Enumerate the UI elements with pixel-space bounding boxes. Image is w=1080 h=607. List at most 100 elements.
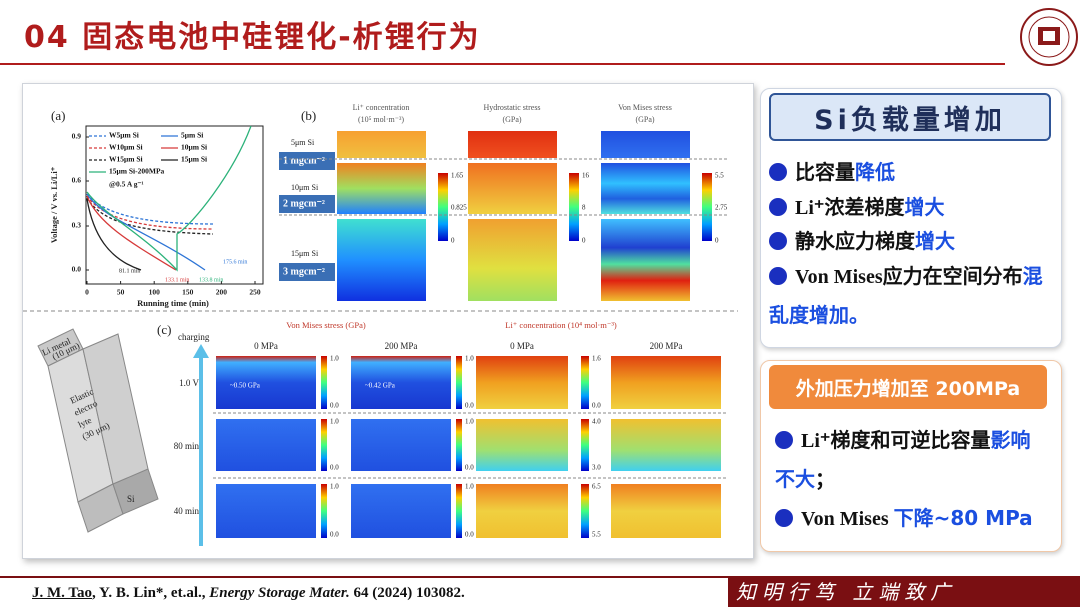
color-bar-label: 0.0 [465,531,474,539]
loading-badge [279,195,335,213]
color-bar [581,356,589,409]
bullet-dot [769,163,787,181]
bullet-item: 静水应力梯度增大 [769,222,1059,260]
bullet-text: 降低 [855,160,895,184]
cell-schematic [37,328,159,533]
column-unit: (GPa) [635,115,654,124]
heat-map [351,484,451,538]
legend-label: W10μm Si [109,143,143,152]
color-bar [321,484,327,538]
color-bar [321,356,327,409]
color-bar-label: 1.6 [592,355,601,363]
annotation: 133.8 min [199,277,223,283]
legend-label: 15μm Si [181,155,207,164]
direction-label: charging [178,332,210,342]
heat-map [468,163,557,214]
header-decor [0,8,1078,66]
color-bar-label: 1.0 [330,483,339,491]
bullet-text: 增大 [904,195,945,219]
y-tick-label: 0.9 [72,132,82,141]
row-thickness: 5μm Si [291,138,315,147]
color-bar [456,484,462,538]
bullet-item: Li⁺浓差梯度增大 [769,188,1059,227]
color-bar-label: 0.825 [451,204,467,212]
row-loading: 2 mgcm⁻² [283,198,325,209]
color-bar-label: 0.0 [330,464,339,472]
color-bar-label: 1.0 [330,418,339,426]
color-bar-label: 1.0 [465,355,474,363]
column-title: Von Mises stress [618,103,672,112]
panel-1-title: Si负载量增加 [769,93,1051,141]
color-bar-label: 1.0 [330,355,339,363]
color-bar-label: 3.0 [592,464,601,472]
x-tick-label: 100 [149,288,161,297]
panel-label: (a) [51,108,65,123]
color-bar-label: 1.0 [465,418,474,426]
color-bar-label: 8 [582,204,586,212]
condition: @0.5 A g⁻¹ [109,180,144,189]
bullet-text: 下降~80 MPa [893,506,1033,530]
group-title: Li⁺ concentration (10⁴ mol·m⁻³) [505,320,617,330]
bullet-dot [775,431,793,449]
bullet-text: Li⁺梯度和可逆比容量 [801,430,991,452]
column-unit: (GPa) [502,115,521,124]
bullet-item: Li⁺梯度和可逆比容量影响不大； [775,421,1045,498]
charging-arrowhead [193,344,209,358]
heat-map [216,484,316,538]
heat-map [468,131,557,158]
color-bar-label: 0.0 [330,531,339,539]
bullet-text: 混乱度增加。 [769,264,1043,327]
pressure-label: 200 MPa [650,341,683,351]
color-bar [438,173,448,241]
column-title: Hydrostatic stress [483,103,540,112]
color-bar [456,419,462,471]
pressure-label: 0 MPa [510,341,534,351]
heat-map [337,131,426,158]
heat-map [476,356,568,409]
color-bar-label: 0.0 [592,402,601,410]
heat-map [351,419,451,471]
citation: J. M. Tao, Y. B. Lin*, et.al., Energy St… [32,585,465,602]
slide-title: 04 固态电池中硅锂化-析锂行为 [24,20,481,55]
y-axis-label: Voltage / V vs. Li/Li⁺ [49,166,59,243]
bullet-text: 比容量 [795,160,855,184]
bullet-item: Von Mises应力在空间分布混乱度增加。 [769,257,1059,334]
legend-label: 10μm Si [181,143,207,152]
annotation: 175.6 min [223,259,247,265]
bullet-text: Von Mises [801,508,894,530]
peak-stress: ~0.42 GPa [365,382,396,390]
color-bar [702,173,712,241]
row-label: 40 min [174,506,200,516]
color-bar [581,484,589,538]
bullet-dot [769,267,787,285]
citation-part: Energy Storage Mater. [209,585,350,601]
heat-map [476,484,568,538]
bullet-item: Von Mises 下降~80 MPa [775,499,1045,538]
legend-label: 15μm Si-200MPa [109,167,165,176]
color-bar-label: 1.0 [465,483,474,491]
color-bar-label: 5.5 [592,531,601,539]
heat-map [601,131,690,158]
color-bar-label: 6.5 [592,483,601,491]
color-bar-label: 0 [582,237,586,245]
curves [86,125,252,272]
color-bar-label: 0.0 [465,402,474,410]
annotation: 81.1 min [119,268,140,274]
x-axis-label: Running time (min) [137,298,209,308]
citation-part: 64 (2024) 103082. [349,585,465,601]
heat-map [351,356,451,409]
panel-2: 外加压力增加至 200MPa Li⁺梯度和可逆比容量影响不大； Von Mises… [760,360,1062,552]
bullet-text: 增大 [915,229,955,253]
column-unit: (10⁵ mol·m⁻³) [358,115,404,124]
y-tick-label: 0.3 [72,221,82,230]
y-tick-label: 0.6 [72,176,82,185]
x-tick-label: 0 [85,288,89,297]
color-bar-label: 4.0 [592,418,601,426]
bullet-text: Von Mises应力在空间分布 [795,266,1023,288]
color-bar-label: 0 [451,237,455,245]
row-label: 1.0 V [179,378,199,388]
bullet-dot [769,198,787,216]
y-tick-label: 0.0 [72,265,82,274]
x-tick-label: 200 [216,288,228,297]
bullet-text: ； [815,467,835,491]
